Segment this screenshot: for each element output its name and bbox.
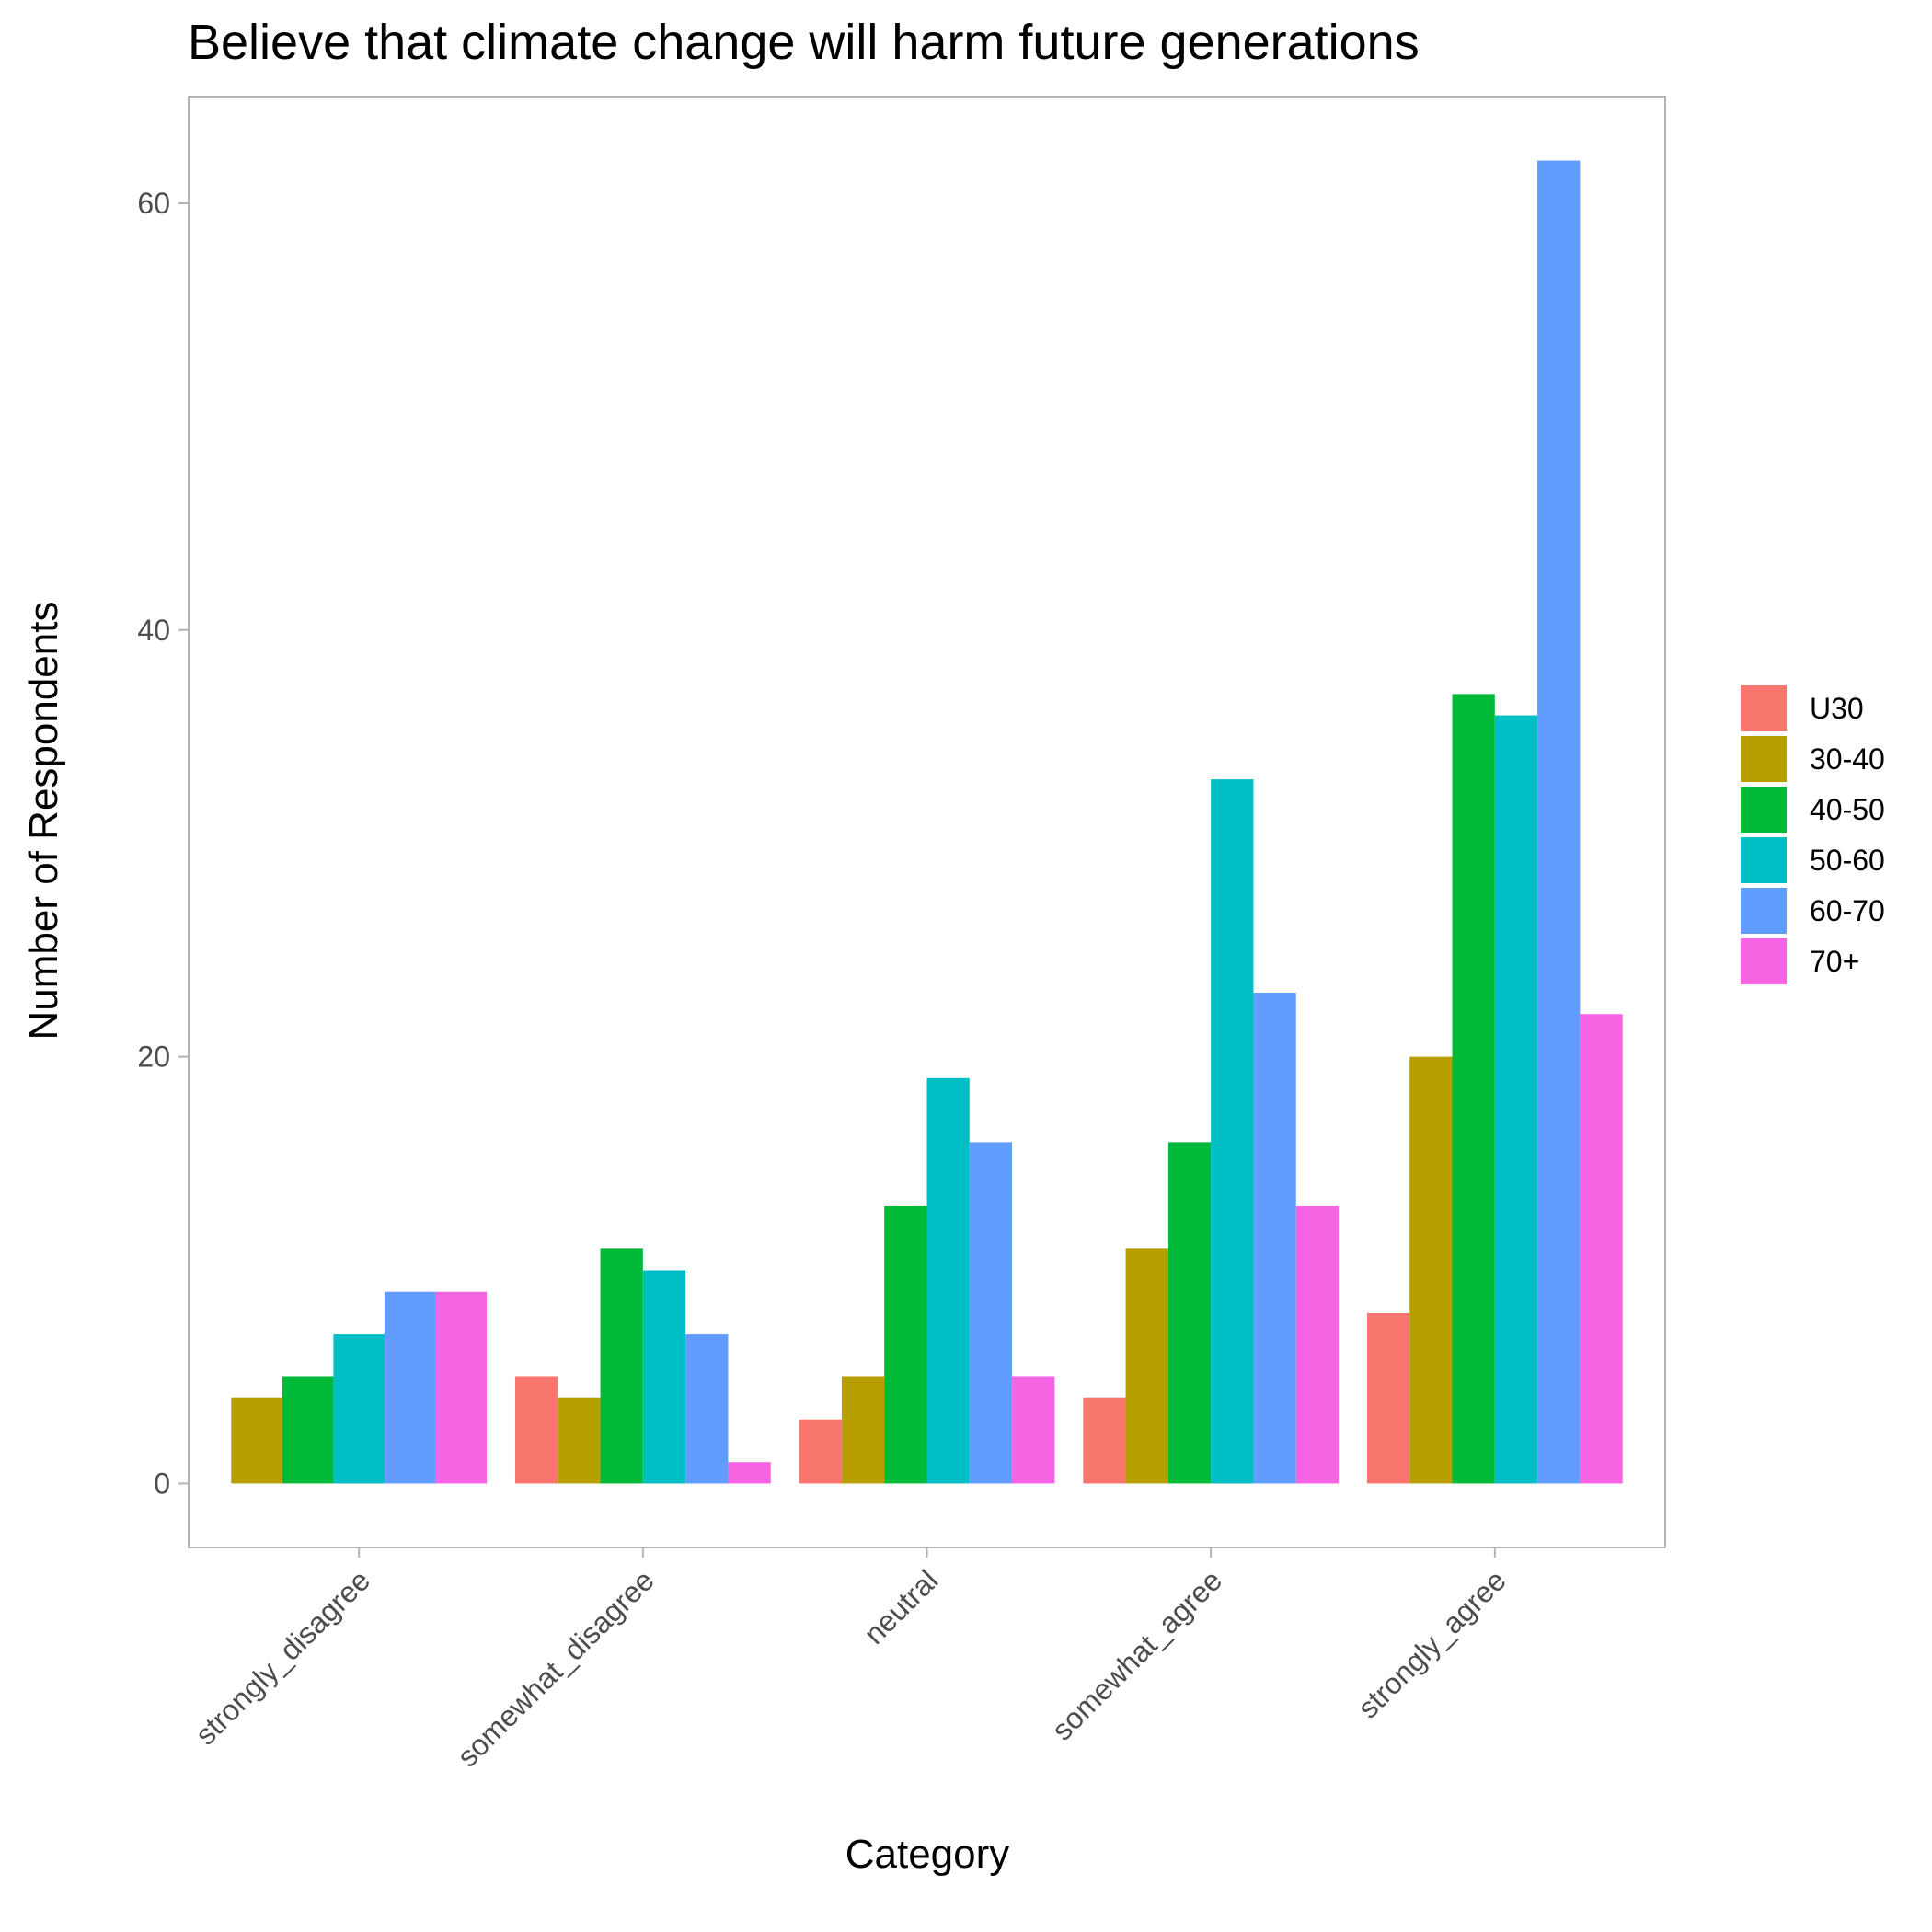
x-tick-label: somewhat_agree bbox=[1045, 1563, 1228, 1746]
bar-strongly_disagree-50-60 bbox=[333, 1334, 385, 1484]
x-axis-title: Category bbox=[845, 1832, 1010, 1877]
y-tick-label: 40 bbox=[137, 614, 170, 647]
bar-somewhat_agree-70+ bbox=[1295, 1205, 1340, 1484]
legend-label-50-60: 50-60 bbox=[1810, 844, 1885, 877]
bar-somewhat_disagree-50-60 bbox=[642, 1270, 686, 1484]
legend-key-70+ bbox=[1741, 938, 1787, 984]
y-tick-label: 60 bbox=[137, 187, 170, 220]
x-tick-label: neutral bbox=[857, 1563, 945, 1650]
legend-key-U30 bbox=[1741, 685, 1787, 731]
bar-strongly_disagree-40-50 bbox=[282, 1376, 334, 1484]
x-tick-label: somewhat_disagree bbox=[451, 1563, 661, 1773]
legend-key-30-40 bbox=[1741, 736, 1787, 782]
legend-label-30-40: 30-40 bbox=[1810, 742, 1885, 776]
legend-key-60-70 bbox=[1741, 888, 1787, 934]
y-axis: 0 20 40 60 bbox=[137, 187, 189, 1500]
legend-key-40-50 bbox=[1741, 787, 1787, 833]
bar-neutral-30-40 bbox=[841, 1376, 885, 1484]
bar-somewhat_disagree-U30 bbox=[514, 1376, 558, 1484]
bar-neutral-70+ bbox=[1012, 1376, 1055, 1484]
y-axis-title: Number of Respondents bbox=[21, 602, 66, 1041]
bar-somewhat_agree-50-60 bbox=[1211, 779, 1254, 1484]
bar-neutral-50-60 bbox=[926, 1077, 970, 1484]
y-tick-label: 20 bbox=[137, 1041, 170, 1074]
bar-strongly_agree-60-70 bbox=[1537, 160, 1581, 1484]
bar-somewhat_disagree-40-50 bbox=[600, 1248, 643, 1484]
legend-label-70+: 70+ bbox=[1810, 945, 1859, 978]
chart-title: Believe that climate change will harm fu… bbox=[188, 15, 1420, 70]
x-axis: strongly_disagree somewhat_disagree neutra… bbox=[189, 1547, 1512, 1773]
bar-somewhat_disagree-30-40 bbox=[558, 1397, 601, 1484]
legend: U30 30-40 40-50 50-60 60-70 70+ bbox=[1741, 685, 1885, 984]
bar-strongly_agree-30-40 bbox=[1409, 1056, 1453, 1484]
bar-strongly_disagree-70+ bbox=[435, 1291, 488, 1484]
legend-label-60-70: 60-70 bbox=[1810, 894, 1885, 927]
legend-key-50-60 bbox=[1741, 837, 1787, 883]
bar-somewhat_disagree-70+ bbox=[728, 1462, 771, 1484]
bar-somewhat_agree-U30 bbox=[1083, 1397, 1126, 1484]
bar-somewhat_agree-30-40 bbox=[1125, 1248, 1168, 1484]
bars bbox=[231, 160, 1623, 1484]
bar-strongly_agree-U30 bbox=[1366, 1312, 1410, 1484]
bar-strongly_agree-70+ bbox=[1580, 1014, 1623, 1484]
y-tick-label: 0 bbox=[154, 1466, 170, 1500]
x-tick-label: strongly_disagree bbox=[189, 1563, 376, 1751]
bar-strongly_agree-50-60 bbox=[1494, 715, 1538, 1484]
bar-somewhat_agree-60-70 bbox=[1253, 993, 1296, 1484]
bar-strongly_disagree-60-70 bbox=[384, 1291, 436, 1484]
bar-neutral-60-70 bbox=[969, 1142, 1013, 1484]
bar-somewhat_disagree-60-70 bbox=[685, 1334, 729, 1484]
bar-somewhat_agree-40-50 bbox=[1167, 1142, 1212, 1484]
bar-strongly_agree-40-50 bbox=[1452, 694, 1495, 1484]
legend-label-40-50: 40-50 bbox=[1810, 793, 1885, 826]
bar-neutral-40-50 bbox=[884, 1205, 927, 1484]
x-tick-label: strongly_agree bbox=[1351, 1563, 1512, 1724]
bar-strongly_disagree-30-40 bbox=[231, 1397, 282, 1484]
legend-label-U30: U30 bbox=[1810, 692, 1864, 725]
bar-neutral-U30 bbox=[799, 1419, 842, 1484]
